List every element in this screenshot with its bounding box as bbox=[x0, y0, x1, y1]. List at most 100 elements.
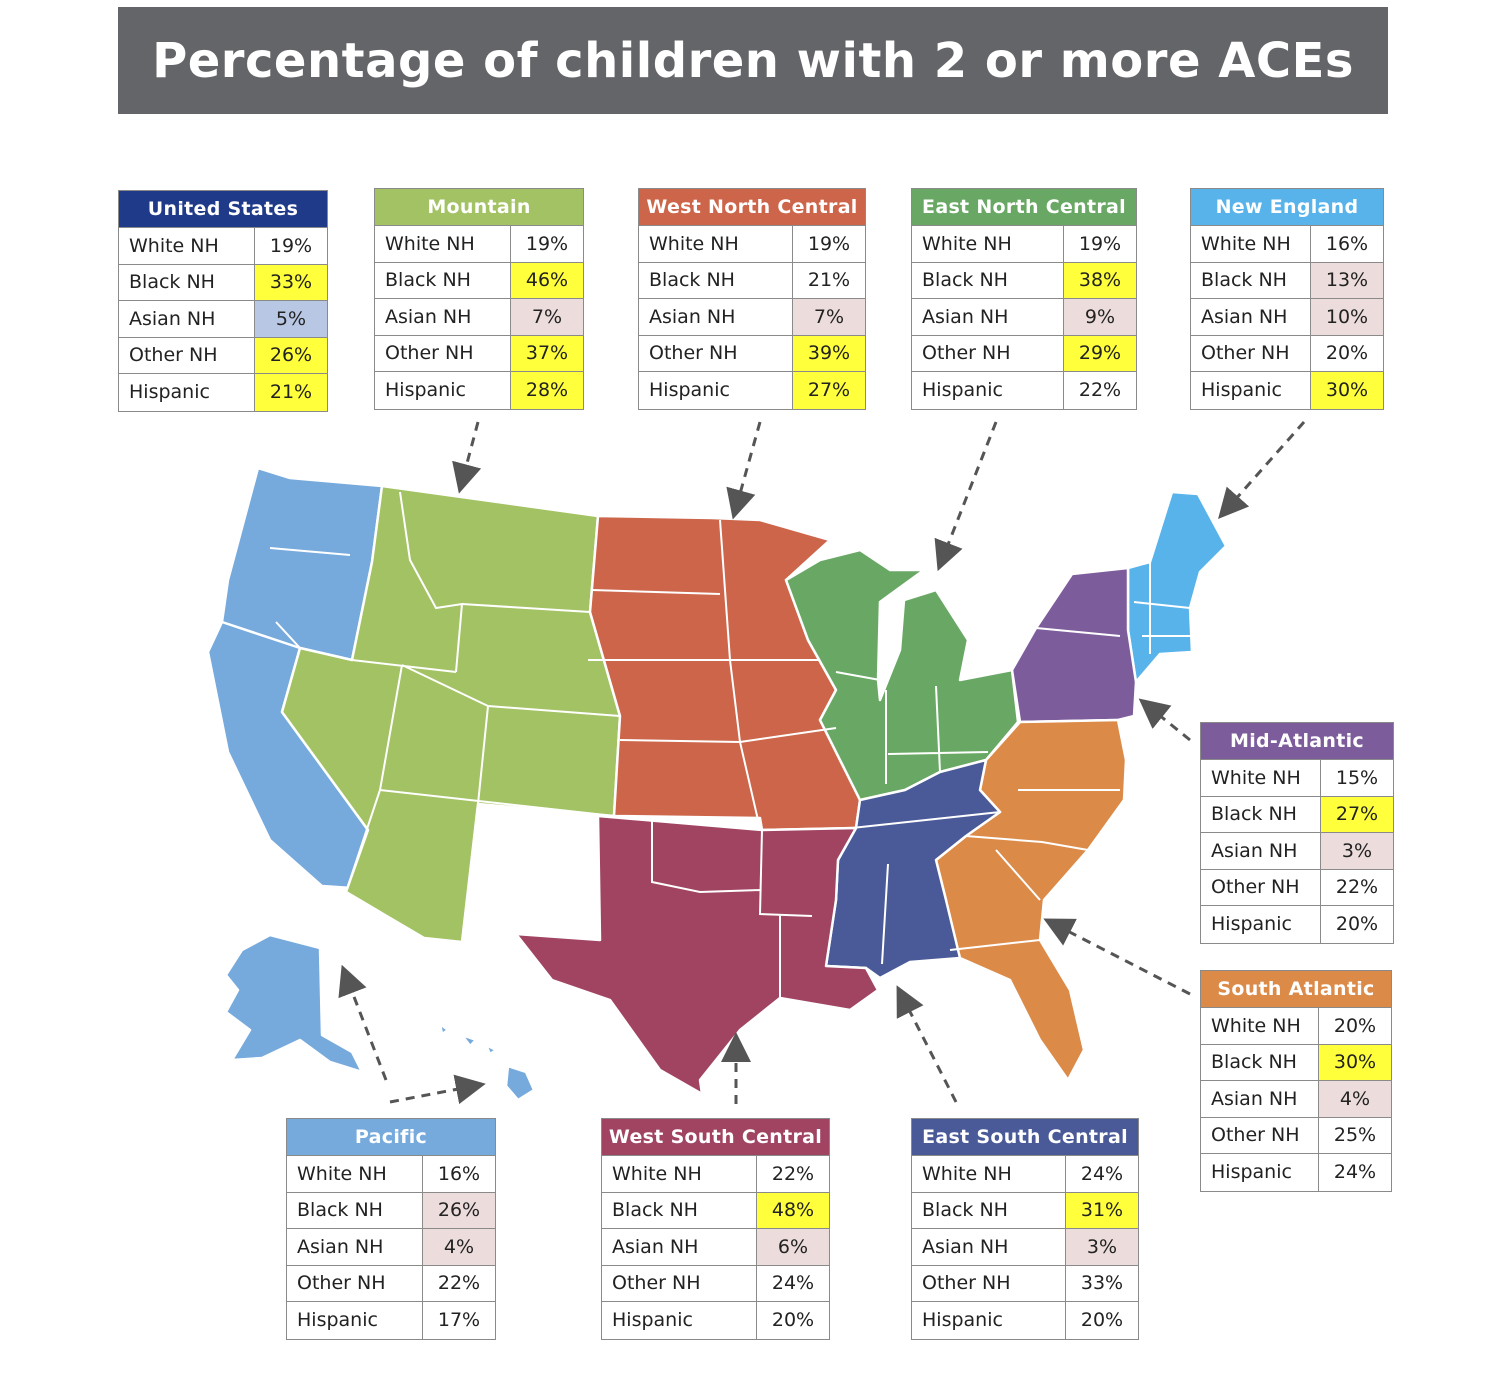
row-label: White NH bbox=[639, 226, 793, 262]
table-row: White NH 19% bbox=[912, 226, 1136, 263]
table-south-atlantic: South Atlantic White NH 20% Black NH 30% Asia… bbox=[1200, 970, 1392, 1192]
region-new-england bbox=[1126, 490, 1228, 684]
table-row: Asian NH 3% bbox=[1201, 833, 1393, 870]
row-label: Black NH bbox=[912, 262, 1064, 298]
arrow-mid-atlantic bbox=[1138, 698, 1191, 742]
table-row: Asian NH 4% bbox=[1201, 1081, 1391, 1118]
table-row: Other NH 22% bbox=[287, 1265, 495, 1302]
table-row: Black NH 38% bbox=[912, 262, 1136, 299]
row-value: 46% bbox=[511, 262, 583, 298]
row-value: 19% bbox=[525, 232, 569, 255]
row-label: White NH bbox=[1201, 760, 1321, 796]
row-value: 31% bbox=[1066, 1192, 1138, 1228]
table-row: Black NH 33% bbox=[119, 264, 327, 301]
table-row: Hispanic 20% bbox=[602, 1302, 829, 1339]
arrow-pacific-alaska bbox=[338, 964, 388, 1081]
table-row: Hispanic 20% bbox=[912, 1302, 1138, 1339]
table-mountain: Mountain White NH 19% Black NH 46% Asian NH 7%… bbox=[374, 188, 584, 410]
row-label: Asian NH bbox=[1201, 1081, 1319, 1117]
table-row: White NH 19% bbox=[119, 228, 327, 265]
table-row: Other NH 22% bbox=[1201, 869, 1393, 906]
row-label: White NH bbox=[375, 226, 511, 262]
row-value: 37% bbox=[511, 335, 583, 371]
row-value: 28% bbox=[511, 372, 583, 409]
table-row: Black NH 13% bbox=[1191, 262, 1383, 299]
table-east-north-central: East North Central White NH 19% Black NH 38%… bbox=[911, 188, 1137, 410]
row-label: Asian NH bbox=[639, 299, 793, 335]
region-header: United States bbox=[119, 191, 327, 228]
arrow-mountain bbox=[452, 421, 482, 494]
row-value: 48% bbox=[757, 1192, 829, 1228]
row-value: 9% bbox=[1064, 299, 1136, 335]
region-west-south-central bbox=[514, 814, 880, 1096]
table-row: Other NH 29% bbox=[912, 335, 1136, 372]
region-pacific-hawaii bbox=[438, 1022, 536, 1102]
table-pacific: Pacific White NH 16% Black NH 26% Asian NH 4% O… bbox=[286, 1118, 496, 1340]
row-value: 26% bbox=[423, 1192, 495, 1228]
row-label: Black NH bbox=[1201, 1044, 1319, 1080]
region-header: Mid-Atlantic bbox=[1201, 723, 1393, 760]
row-label: Black NH bbox=[375, 262, 511, 298]
row-label: Asian NH bbox=[1191, 299, 1311, 335]
arrow-new-england bbox=[1218, 421, 1306, 519]
row-label: Black NH bbox=[912, 1192, 1066, 1228]
row-label: Black NH bbox=[1201, 796, 1321, 832]
row-value: 30% bbox=[1319, 1044, 1391, 1080]
table-row: White NH 22% bbox=[602, 1156, 829, 1193]
row-label: White NH bbox=[602, 1156, 757, 1192]
table-row: Hispanic 20% bbox=[1201, 906, 1393, 943]
table-row: White NH 24% bbox=[912, 1156, 1138, 1193]
row-value: 16% bbox=[1325, 232, 1369, 255]
row-value: 22% bbox=[1335, 876, 1379, 899]
region-header: Mountain bbox=[375, 189, 583, 226]
table-row: Asian NH 10% bbox=[1191, 299, 1383, 336]
row-value: 22% bbox=[771, 1162, 815, 1185]
row-label: Asian NH bbox=[912, 299, 1064, 335]
table-row: Hispanic 28% bbox=[375, 372, 583, 409]
row-value: 22% bbox=[437, 1272, 481, 1295]
row-label: White NH bbox=[287, 1156, 423, 1192]
table-row: Hispanic 30% bbox=[1191, 372, 1383, 409]
page-title: Percentage of children with 2 or more AC… bbox=[152, 32, 1354, 89]
table-row: Asian NH 7% bbox=[639, 299, 865, 336]
row-label: Hispanic bbox=[1201, 906, 1321, 943]
row-label: Hispanic bbox=[1201, 1154, 1319, 1191]
region-header: Pacific bbox=[287, 1119, 495, 1156]
arrow-east-north-central bbox=[934, 421, 998, 572]
row-label: Other NH bbox=[602, 1265, 757, 1301]
row-value: 30% bbox=[1311, 372, 1383, 409]
arrow-pacific-hawaii bbox=[389, 1074, 486, 1105]
row-value: 6% bbox=[757, 1229, 829, 1265]
row-value: 19% bbox=[1078, 232, 1122, 255]
table-row: Other NH 33% bbox=[912, 1265, 1138, 1302]
table-row: Other NH 25% bbox=[1201, 1117, 1391, 1154]
region-mid-atlantic bbox=[1010, 566, 1138, 724]
row-label: Asian NH bbox=[119, 301, 255, 337]
row-label: White NH bbox=[1191, 226, 1311, 262]
table-row: Asian NH 7% bbox=[375, 299, 583, 336]
row-value: 10% bbox=[1311, 299, 1383, 335]
table-row: Other NH 24% bbox=[602, 1265, 829, 1302]
row-label: White NH bbox=[912, 226, 1064, 262]
row-label: Hispanic bbox=[912, 1302, 1066, 1339]
table-mid-atlantic: Mid-Atlantic White NH 15% Black NH 27% Asian … bbox=[1200, 722, 1394, 944]
row-label: Asian NH bbox=[602, 1229, 757, 1265]
row-label: Other NH bbox=[1201, 869, 1321, 905]
table-row: Black NH 48% bbox=[602, 1192, 829, 1229]
row-value: 15% bbox=[1335, 766, 1379, 789]
region-header: East North Central bbox=[912, 189, 1136, 226]
table-row: Black NH 26% bbox=[287, 1192, 495, 1229]
row-label: Hispanic bbox=[287, 1302, 423, 1339]
row-label: Other NH bbox=[119, 337, 255, 373]
table-row: Hispanic 24% bbox=[1201, 1154, 1391, 1191]
row-label: Hispanic bbox=[375, 372, 511, 409]
table-row: Black NH 31% bbox=[912, 1192, 1138, 1229]
table-row: Asian NH 9% bbox=[912, 299, 1136, 336]
table-row: White NH 19% bbox=[375, 226, 583, 263]
row-value: 16% bbox=[437, 1162, 481, 1185]
arrow-east-south-central bbox=[896, 985, 958, 1103]
table-row: Asian NH 4% bbox=[287, 1229, 495, 1266]
row-label: Hispanic bbox=[119, 374, 255, 411]
region-east-south-central bbox=[824, 758, 1002, 980]
